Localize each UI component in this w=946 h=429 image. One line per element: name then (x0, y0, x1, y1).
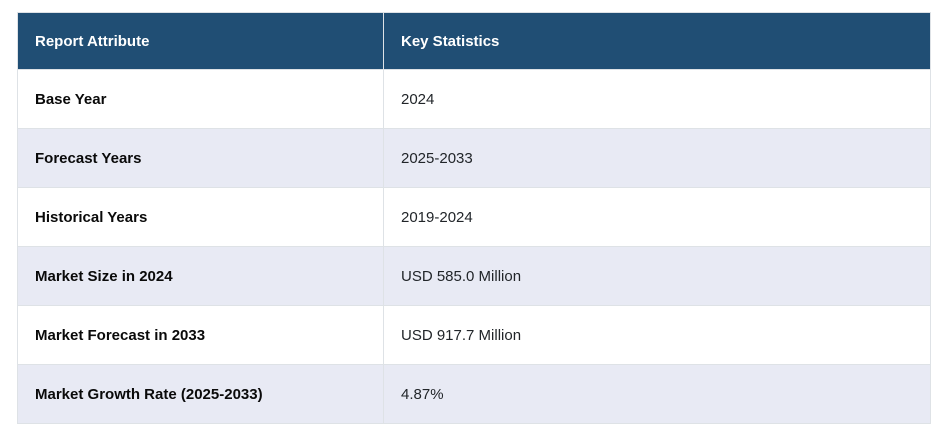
table-body: Base Year 2024 Forecast Years 2025-2033 … (17, 69, 931, 424)
report-statistics-table: Report Attribute Key Statistics Base Yea… (17, 12, 931, 424)
attribute-cell: Market Size in 2024 (17, 246, 384, 306)
attribute-cell: Market Growth Rate (2025-2033) (17, 364, 384, 424)
value-cell: 2025-2033 (383, 128, 931, 188)
attribute-cell: Forecast Years (17, 128, 384, 188)
header-key-statistics: Key Statistics (383, 12, 931, 70)
table-row: Market Forecast in 2033 USD 917.7 Millio… (17, 305, 931, 365)
table-row: Market Growth Rate (2025-2033) 4.87% (17, 364, 931, 424)
header-report-attribute: Report Attribute (17, 12, 384, 70)
attribute-cell: Base Year (17, 69, 384, 129)
attribute-cell: Historical Years (17, 187, 384, 247)
value-cell: 2019-2024 (383, 187, 931, 247)
value-cell: 2024 (383, 69, 931, 129)
value-cell: USD 917.7 Million (383, 305, 931, 365)
table-row: Market Size in 2024 USD 585.0 Million (17, 246, 931, 306)
attribute-cell: Market Forecast in 2033 (17, 305, 384, 365)
table-row: Forecast Years 2025-2033 (17, 128, 931, 188)
table-row: Historical Years 2019-2024 (17, 187, 931, 247)
table-row: Base Year 2024 (17, 69, 931, 129)
table-header-row: Report Attribute Key Statistics (17, 12, 931, 70)
value-cell: USD 585.0 Million (383, 246, 931, 306)
value-cell: 4.87% (383, 364, 931, 424)
